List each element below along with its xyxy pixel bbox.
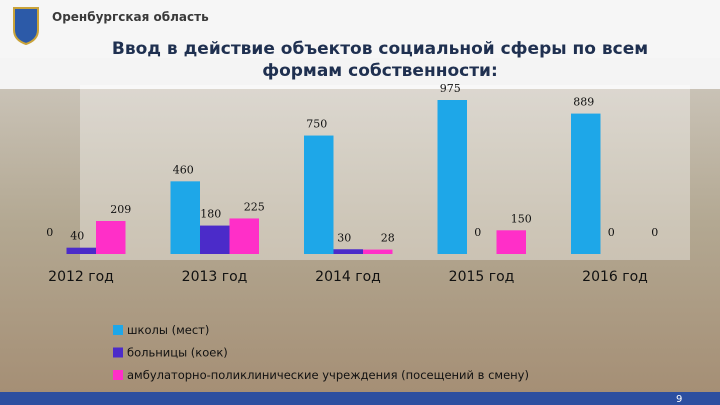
value-label: 889 <box>573 96 594 109</box>
value-label: 180 <box>200 208 221 221</box>
bar <box>304 135 334 254</box>
bar <box>333 249 363 254</box>
chart-title: Ввод в действие объектов социальной сфер… <box>111 39 649 81</box>
bar <box>571 113 601 254</box>
page-number: 9 <box>676 394 682 405</box>
value-label: 225 <box>244 200 265 213</box>
legend-label: амбулаторно-поликлинические учреждения (… <box>127 368 529 382</box>
footer-band <box>0 392 720 405</box>
category-label: 2014 год <box>315 269 381 285</box>
legend-label: больницы (коек) <box>127 346 228 360</box>
value-label: 0 <box>46 226 53 239</box>
value-label: 750 <box>306 118 327 131</box>
legend-swatch <box>113 370 123 380</box>
value-label: 40 <box>70 230 84 243</box>
value-label: 0 <box>474 226 481 239</box>
legend-swatch <box>113 347 123 358</box>
bar <box>170 181 200 254</box>
value-label: 460 <box>173 163 194 176</box>
bar <box>96 220 126 254</box>
coat-of-arms <box>13 7 39 46</box>
value-label: 150 <box>511 212 532 225</box>
bar <box>200 225 230 254</box>
value-label: 0 <box>608 226 615 239</box>
region-name: Оренбургская область <box>52 10 209 24</box>
category-label: 2015 год <box>449 269 515 285</box>
category-label: 2012 год <box>48 269 114 285</box>
legend-label: школы (мест) <box>127 323 209 337</box>
bar <box>66 247 96 254</box>
value-label: 30 <box>337 231 351 244</box>
bar <box>229 218 259 254</box>
bar <box>496 230 526 254</box>
category-label: 2016 год <box>582 269 648 285</box>
category-label: 2013 год <box>182 269 248 285</box>
value-label: 0 <box>651 226 658 239</box>
value-label: 975 <box>440 82 461 95</box>
legend-swatch <box>113 325 123 335</box>
header-band <box>0 0 720 58</box>
value-label: 209 <box>110 203 131 216</box>
bar <box>363 249 393 254</box>
value-label: 28 <box>381 232 395 245</box>
bar <box>437 100 467 254</box>
